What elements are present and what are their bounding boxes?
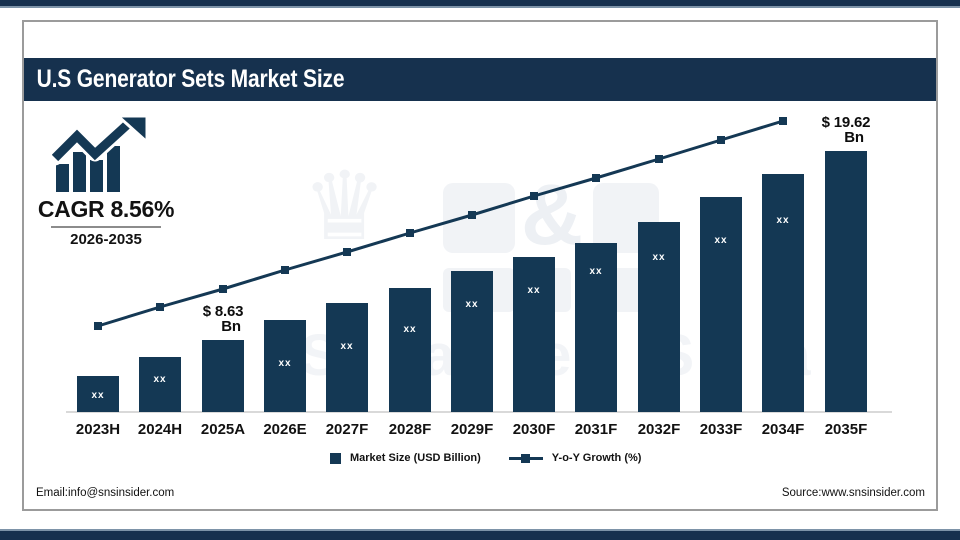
bar-2029F: xx [451, 271, 493, 412]
bar-2035F [825, 151, 867, 412]
x-tick-2033F: 2033F [699, 421, 743, 438]
top-accent-strip-edge [0, 6, 960, 8]
x-tick-2028F: 2028F [388, 421, 432, 438]
x-tick-2023H: 2023H [75, 421, 121, 438]
bottom-accent-strip-edge [0, 529, 960, 531]
cagr-period: 2026-2035 [70, 231, 142, 248]
bar-value-label: xx [403, 324, 417, 335]
bar-2032F: xx [638, 222, 680, 412]
annotation-2025A: $ 8.63 Bn [202, 303, 244, 335]
legend-bar-swatch-icon [330, 452, 341, 464]
bar-value-label: xx [776, 215, 790, 226]
bar-2030F: xx [513, 257, 555, 412]
x-tick-2032F: 2032F [637, 421, 681, 438]
x-tick-2030F: 2030F [512, 421, 556, 438]
cagr-callout: CAGR 8.56% 2026-2035 [30, 196, 182, 248]
bar-2023H: xx [77, 376, 119, 412]
x-tick-2026E: 2026E [263, 421, 307, 438]
bar-value-label: xx [714, 235, 728, 246]
bar-2026E: xx [264, 320, 306, 412]
bar-value-label: xx [465, 299, 479, 310]
bottom-accent-strip [0, 531, 960, 540]
bar-value-label: xx [589, 266, 603, 277]
top-accent-strip [0, 0, 960, 6]
x-tick-2029F: 2029F [450, 421, 494, 438]
title-bar: U.S Generator Sets Market Size [24, 58, 936, 101]
bar-2027F: xx [326, 303, 368, 412]
legend-line-label: Y-o-Y Growth (%) [551, 452, 642, 464]
bar-value-label: xx [527, 285, 541, 296]
x-tick-2025A: 2025A [200, 421, 246, 438]
x-tick-2024H: 2024H [137, 421, 183, 438]
legend-bar-label: Market Size (USD Billion) [350, 452, 481, 464]
annotation-2035F: $ 19.62 Bn [821, 114, 871, 146]
cagr-value: CAGR 8.56% [37, 196, 175, 222]
bar-value-label: xx [278, 358, 292, 369]
x-tick-2035F: 2035F [824, 421, 868, 438]
footer-email: Email:info@snsinsider.com [36, 487, 175, 499]
footer-source: Source:www.snsinsider.com [781, 487, 925, 499]
x-tick-2027F: 2027F [325, 421, 369, 438]
bar-2025A [202, 340, 244, 412]
bar-2024H: xx [139, 357, 181, 412]
bar-2031F: xx [575, 243, 617, 412]
bar-value-label: xx [91, 390, 105, 401]
legend: Market Size (USD Billion) Y-o-Y Growth (… [330, 452, 641, 464]
cagr-underline [51, 226, 161, 228]
x-axis-line [66, 411, 892, 413]
page-title: U.S Generator Sets Market Size [36, 65, 345, 93]
bar-2033F: xx [700, 197, 742, 412]
legend-line-marker-icon [508, 453, 543, 463]
x-tick-2031F: 2031F [574, 421, 618, 438]
bar-value-label: xx [153, 374, 167, 385]
bar-value-label: xx [340, 341, 354, 352]
growth-chart-icon [52, 116, 149, 192]
bar-2034F: xx [762, 174, 804, 412]
x-tick-2034F: 2034F [761, 421, 805, 438]
bar-2028F: xx [389, 288, 431, 412]
bar-value-label: xx [652, 252, 666, 263]
